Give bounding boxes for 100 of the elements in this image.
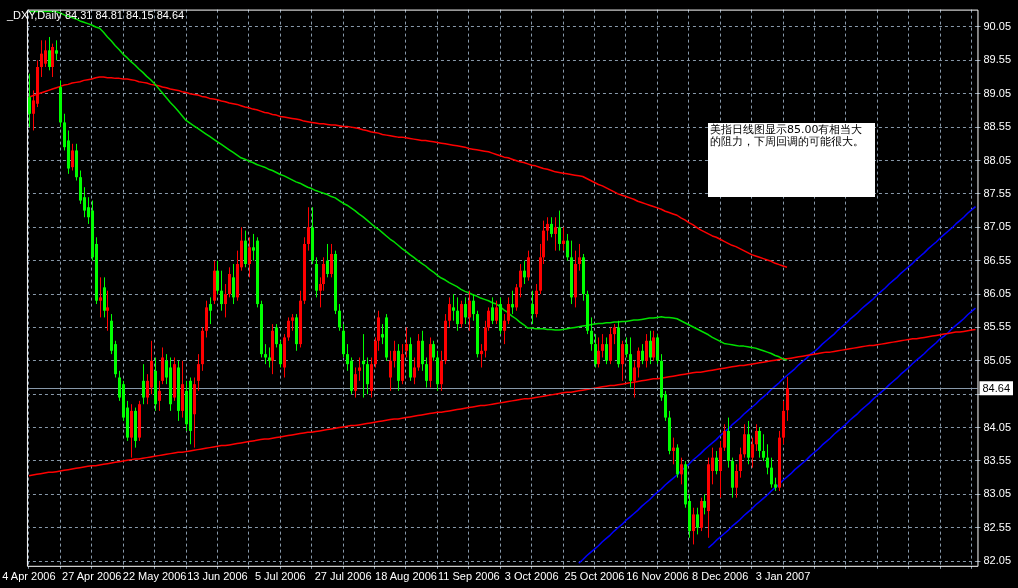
- candlestick: [519, 263, 522, 298]
- candlestick: [770, 457, 773, 489]
- x-tick-label: 3 Oct 2006: [504, 570, 559, 583]
- x-tick-label: 27 Apr 2006: [62, 570, 122, 583]
- candlestick: [649, 330, 652, 365]
- y-tick-label: 89.05: [983, 86, 1011, 99]
- candlestick: [248, 236, 251, 278]
- candlestick: [440, 350, 443, 392]
- candlestick: [161, 346, 164, 385]
- candlestick: [491, 296, 494, 325]
- y-tick-label: 83.05: [983, 487, 1011, 500]
- y-tick-label: 84.05: [983, 420, 1011, 433]
- candlestick: [692, 507, 695, 545]
- y-tick-label: 82.05: [983, 554, 1011, 567]
- y-tick-label: 89.55: [983, 53, 1011, 66]
- candlestick: [448, 296, 451, 328]
- y-tick-label: 86.55: [983, 253, 1011, 266]
- candlestick: [432, 340, 435, 362]
- candlestick: [55, 39, 58, 61]
- candlestick: [527, 250, 530, 282]
- candlestick: [342, 323, 345, 358]
- x-tick-label: 11 Sep 2006: [438, 570, 500, 583]
- candlestick: [641, 343, 644, 365]
- x-tick-label: 27 Jul 2006: [314, 570, 372, 583]
- candlestick: [546, 216, 549, 242]
- candlestick: [656, 333, 659, 365]
- x-tick-label: 16 Nov 2006: [626, 570, 689, 583]
- candlestick: [106, 290, 109, 332]
- candlestick: [51, 43, 54, 78]
- candlestick: [405, 326, 408, 358]
- candlestick: [594, 333, 597, 368]
- candlestick: [786, 376, 789, 422]
- candlestick: [507, 296, 510, 325]
- candlestick: [472, 293, 475, 322]
- candlestick: [264, 343, 267, 365]
- candlestick: [621, 340, 624, 382]
- candlestick: [460, 300, 463, 328]
- y-tick-label: 87.55: [983, 186, 1011, 199]
- candlestick: [452, 293, 455, 322]
- candlestick: [703, 493, 706, 515]
- y-tick-label: 88.55: [983, 120, 1011, 133]
- candlestick: [652, 330, 655, 362]
- candlestick: [209, 296, 212, 325]
- candlestick: [142, 363, 145, 405]
- candlestick: [554, 216, 557, 252]
- candlestick: [421, 330, 424, 372]
- candlestick: [224, 283, 227, 318]
- candlestick: [645, 333, 648, 368]
- candlestick: [562, 226, 565, 252]
- candlestick: [637, 346, 640, 379]
- x-tick-label: 4 Apr 2006: [2, 570, 56, 583]
- candlestick: [103, 276, 106, 318]
- x-tick-label: 25 Oct 2006: [564, 570, 625, 583]
- y-tick-label: 88.05: [983, 153, 1011, 166]
- candlestick: [28, 73, 31, 128]
- candlestick: [48, 36, 51, 71]
- candlestick: [358, 356, 361, 382]
- candlestick: [425, 356, 428, 389]
- candlestick: [495, 300, 498, 325]
- x-tick-label: 22 May 2006: [122, 570, 187, 583]
- candlestick: [578, 243, 581, 272]
- candlestick: [672, 437, 675, 465]
- candlestick: [515, 283, 518, 312]
- candlestick: [613, 323, 616, 345]
- candlestick: [158, 380, 161, 412]
- candlestick: [680, 457, 683, 485]
- y-tick-label: 85.05: [983, 353, 1011, 366]
- candlestick: [558, 210, 561, 252]
- candlestick: [601, 333, 604, 358]
- candlestick: [389, 350, 392, 392]
- candlestick: [566, 233, 569, 262]
- candlestick: [762, 433, 765, 462]
- candlestick: [747, 420, 750, 465]
- candlestick: [503, 313, 506, 345]
- candlestick: [232, 263, 235, 305]
- candlestick: [362, 333, 365, 399]
- candlestick: [205, 300, 208, 338]
- candlestick: [468, 290, 471, 332]
- x-tick-label: 8 Dec 2006: [692, 570, 749, 583]
- candlestick: [625, 336, 628, 358]
- y-tick-label: 85.55: [983, 320, 1011, 333]
- candlestick: [456, 296, 459, 332]
- candlestick: [480, 343, 483, 368]
- candlestick: [550, 216, 553, 238]
- candlestick: [330, 243, 333, 278]
- candlestick: [590, 316, 593, 352]
- y-tick-label: 82.55: [983, 520, 1011, 533]
- candlestick: [755, 423, 758, 452]
- x-tick-label: 5 Jul 2006: [254, 570, 306, 583]
- candlestick: [338, 303, 341, 332]
- candlestick: [268, 346, 271, 368]
- candlestick: [307, 206, 310, 252]
- candlestick: [597, 336, 600, 368]
- candlestick: [739, 447, 742, 479]
- note-box: 美指日线图显示85.00有相当大的阻力，下周回调的可能很大。: [708, 123, 875, 197]
- candlestick: [719, 440, 722, 499]
- candlestick: [279, 340, 282, 368]
- candlestick: [287, 316, 290, 342]
- candlestick: [735, 463, 738, 499]
- candlestick: [758, 427, 761, 459]
